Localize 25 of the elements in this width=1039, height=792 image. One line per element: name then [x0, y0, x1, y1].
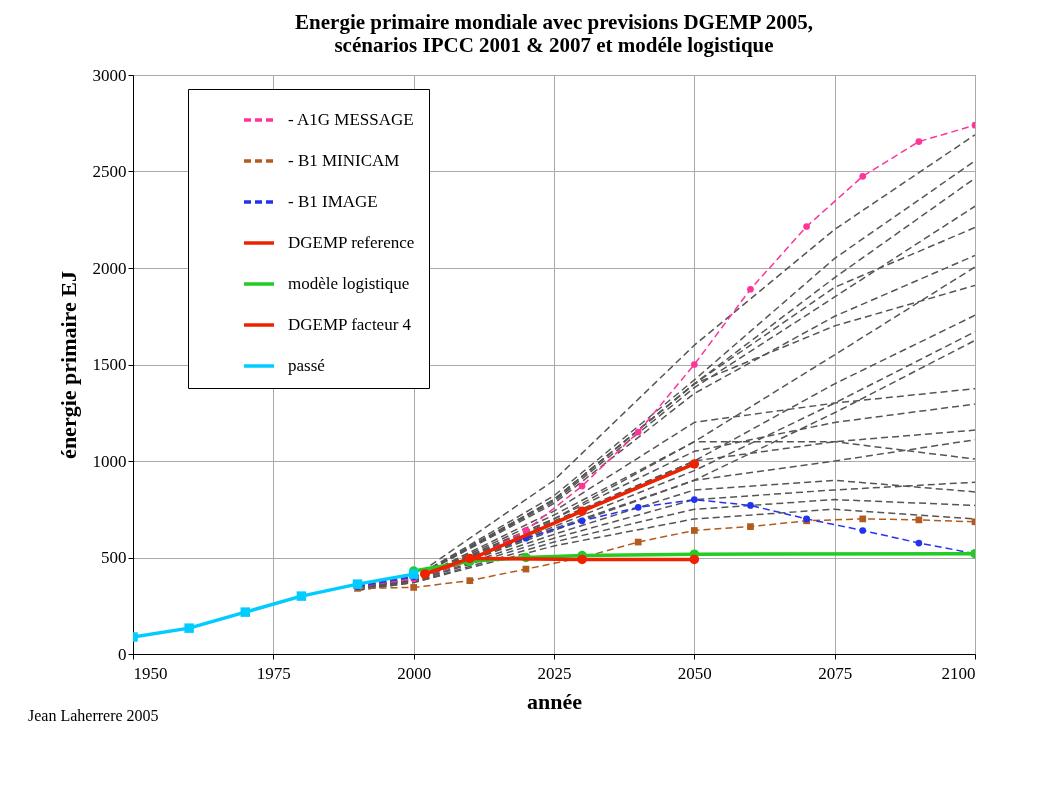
y-tick-label: 2500: [92, 162, 127, 181]
text: Jean Laherrere 2005: [28, 707, 159, 724]
x-axis-title: année: [527, 688, 583, 714]
y-tick-label: 0: [118, 644, 127, 664]
legend-label: DGEMP facteur 4: [288, 315, 412, 334]
legend-label: modèle logistique: [288, 274, 410, 293]
legend-label: - A1G MESSAGE: [288, 110, 414, 129]
legend-label: - B1 MINICAM: [288, 151, 400, 170]
x-tick-label: 2100: [941, 663, 976, 683]
y-tick-label: 3000: [92, 65, 127, 85]
y-tick-label: 1500: [92, 355, 127, 374]
y-axis-title: énergie primaire EJ: [55, 271, 81, 459]
x-tick-label: 1975: [256, 663, 291, 683]
y-tick-label: 2000: [92, 258, 127, 278]
x-tick-label: 1950: [133, 663, 168, 683]
legend-label: passé: [288, 356, 325, 375]
x-tick-label: 2075: [818, 663, 853, 683]
legend-label: DGEMP reference: [288, 233, 415, 252]
x-tick-label: 2050: [677, 663, 712, 683]
chart-title: Energie primaire mondiale avec previsions DGEMP 2005, scénarios IPCC 2001 & 2007 et modéle logistique: [295, 10, 813, 57]
x-tick-label: 2000: [397, 663, 432, 683]
x-tick-label: 2025: [537, 663, 572, 683]
y-tick-label: 1000: [92, 451, 127, 471]
y-tick-label: 500: [101, 548, 127, 567]
legend-label: - B1 IMAGE: [288, 192, 378, 211]
